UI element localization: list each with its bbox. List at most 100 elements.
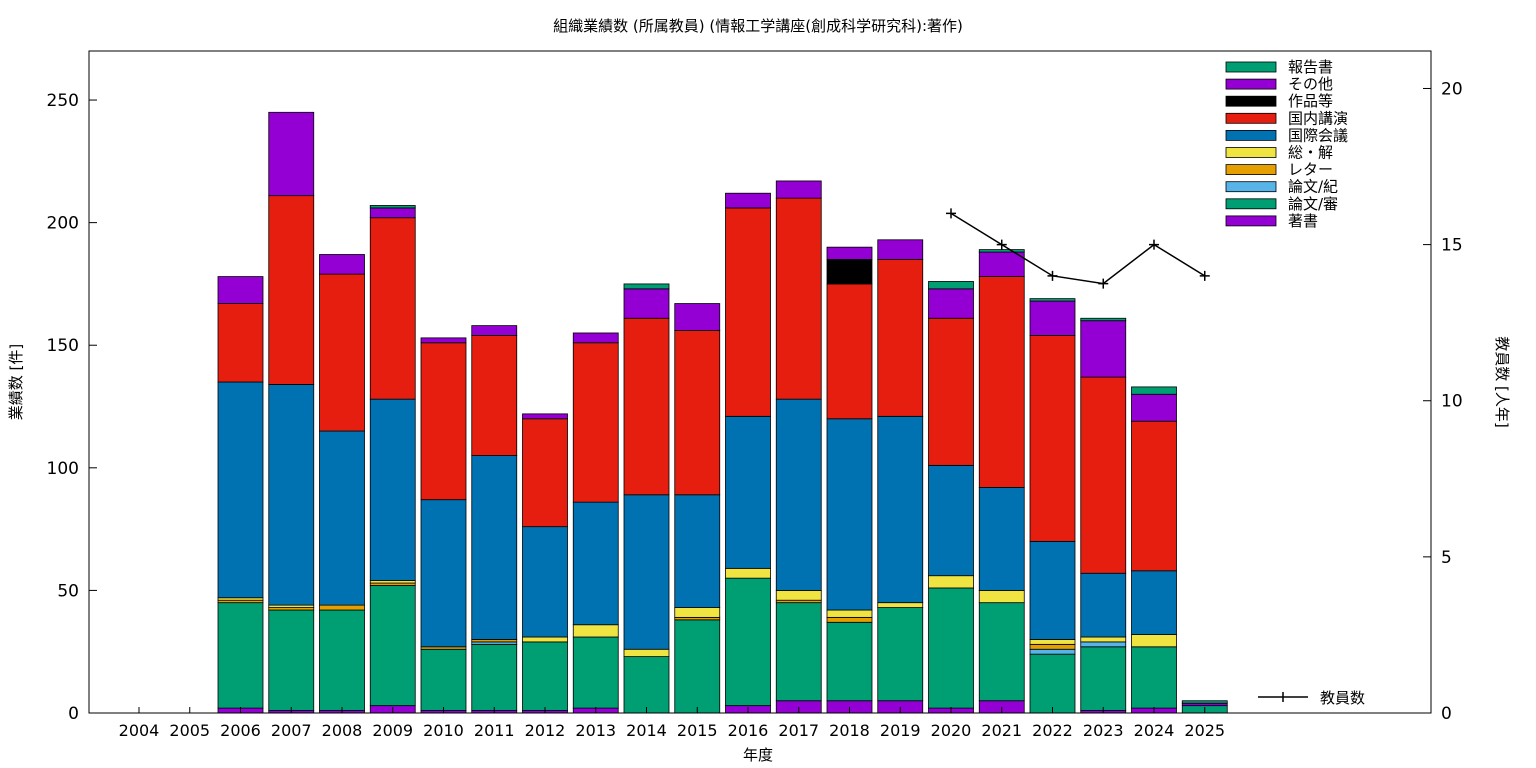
line-point bbox=[1047, 270, 1058, 281]
x-axis-label: 年度 bbox=[743, 746, 773, 764]
bar-segment bbox=[319, 254, 365, 275]
y-tick-label: 200 bbox=[47, 214, 79, 234]
bar-segment bbox=[522, 641, 568, 711]
bar-segment bbox=[1080, 646, 1127, 711]
y2-tick-label: 5 bbox=[1441, 548, 1452, 568]
legend-label: 国内講演 bbox=[1288, 109, 1348, 127]
bar-segment bbox=[725, 207, 771, 417]
bar-segment bbox=[1131, 386, 1177, 395]
bar-segment bbox=[623, 648, 670, 658]
bar-segment bbox=[623, 317, 670, 496]
y2-tick-label: 0 bbox=[1441, 704, 1452, 724]
y-axis-label: 業績数 [件] bbox=[7, 344, 25, 420]
legend-swatch bbox=[1225, 61, 1277, 73]
x-tick-label: 2018 bbox=[829, 721, 870, 740]
bar-segment bbox=[623, 283, 670, 290]
bar-segment bbox=[1080, 376, 1127, 574]
y-tick-label: 50 bbox=[57, 581, 79, 601]
bar-segment bbox=[826, 259, 873, 285]
y2-tick-label: 10 bbox=[1441, 392, 1463, 412]
legend-swatch bbox=[1225, 95, 1277, 107]
bar-segment bbox=[1080, 636, 1127, 643]
bar-segment bbox=[826, 246, 873, 260]
bar-segment bbox=[725, 567, 771, 579]
line-point bbox=[1199, 270, 1210, 281]
bar-segment bbox=[522, 526, 568, 638]
bar-segment bbox=[1131, 646, 1177, 709]
bar-segment bbox=[471, 455, 518, 640]
x-tick-label: 2004 bbox=[119, 721, 160, 740]
bar-segment bbox=[826, 621, 873, 702]
line-point bbox=[1149, 239, 1159, 250]
line-series-path bbox=[950, 212, 1206, 285]
bar-segment bbox=[725, 577, 771, 707]
y2-tick-label: 20 bbox=[1441, 79, 1463, 99]
y2-axis-label: 教員数 [人年] bbox=[1493, 336, 1511, 427]
bar-segment bbox=[369, 398, 416, 582]
bar-segment bbox=[877, 607, 924, 702]
bar-segment bbox=[978, 276, 1025, 488]
legend-swatch bbox=[1225, 181, 1277, 193]
x-tick-label: 2024 bbox=[1134, 721, 1175, 740]
x-tick-label: 2021 bbox=[981, 721, 1022, 740]
bar-segment bbox=[775, 602, 822, 702]
legend-label: 国際会議 bbox=[1288, 126, 1348, 144]
bar-segment bbox=[978, 487, 1025, 591]
x-tick-label: 2022 bbox=[1032, 721, 1073, 740]
legend-label: その他 bbox=[1288, 75, 1333, 93]
bar-segment bbox=[674, 619, 721, 714]
x-tick-label: 2025 bbox=[1184, 721, 1225, 740]
y-tick-label: 150 bbox=[47, 336, 79, 356]
bar-segment bbox=[877, 415, 924, 604]
x-tick-label: 2010 bbox=[423, 721, 464, 740]
bar-segment bbox=[522, 413, 568, 420]
legend-label: 報告書 bbox=[1288, 58, 1333, 76]
bar-segment bbox=[826, 418, 873, 611]
bar-segment bbox=[217, 276, 264, 304]
bar-segment bbox=[826, 283, 873, 420]
x-tick-label: 2020 bbox=[931, 721, 972, 740]
line-point bbox=[996, 239, 1007, 250]
bar-segment bbox=[928, 317, 974, 466]
bar-segment bbox=[1029, 335, 1076, 542]
bar-segment bbox=[420, 337, 467, 344]
x-tick-label: 2011 bbox=[474, 721, 515, 740]
bar-segment bbox=[775, 180, 822, 199]
bar-segment bbox=[268, 609, 315, 711]
bar-segment bbox=[775, 590, 822, 601]
bar-segment bbox=[268, 195, 315, 385]
bar-segment bbox=[471, 335, 518, 456]
bar-segment bbox=[978, 251, 1025, 277]
plot-frame bbox=[88, 50, 1432, 714]
bar-segment bbox=[420, 499, 467, 648]
bar-segment bbox=[1029, 653, 1076, 714]
x-tick-label: 2023 bbox=[1083, 721, 1124, 740]
legend-line-label: 教員数 bbox=[1320, 689, 1365, 707]
legend-label: 論文/審 bbox=[1288, 195, 1338, 213]
bar-segment bbox=[1131, 393, 1177, 422]
y-tick-label: 0 bbox=[68, 704, 79, 724]
x-tick-label: 2012 bbox=[525, 721, 566, 740]
x-tick-label: 2014 bbox=[626, 721, 667, 740]
legend-swatch bbox=[1225, 78, 1277, 90]
x-tick-label: 2017 bbox=[778, 721, 819, 740]
bar-segment bbox=[217, 381, 264, 599]
bar-segment bbox=[928, 587, 974, 709]
bar-segment bbox=[623, 656, 670, 714]
x-tick-label: 2009 bbox=[372, 721, 413, 740]
bar-segment bbox=[420, 342, 467, 501]
bars-layer bbox=[217, 111, 1228, 714]
bar-segment bbox=[978, 249, 1025, 253]
bar-segment bbox=[1029, 540, 1076, 640]
x-tick-label: 2008 bbox=[322, 721, 363, 740]
bar-segment bbox=[1131, 634, 1177, 648]
legend-swatch bbox=[1225, 198, 1277, 210]
x-tick-label: 2005 bbox=[169, 721, 210, 740]
bar-segment bbox=[420, 648, 467, 711]
bar-segment bbox=[978, 602, 1025, 702]
bar-segment bbox=[1080, 317, 1127, 322]
line-point bbox=[1098, 278, 1109, 289]
bar-segment bbox=[1029, 300, 1076, 336]
bar-segment bbox=[978, 590, 1025, 604]
